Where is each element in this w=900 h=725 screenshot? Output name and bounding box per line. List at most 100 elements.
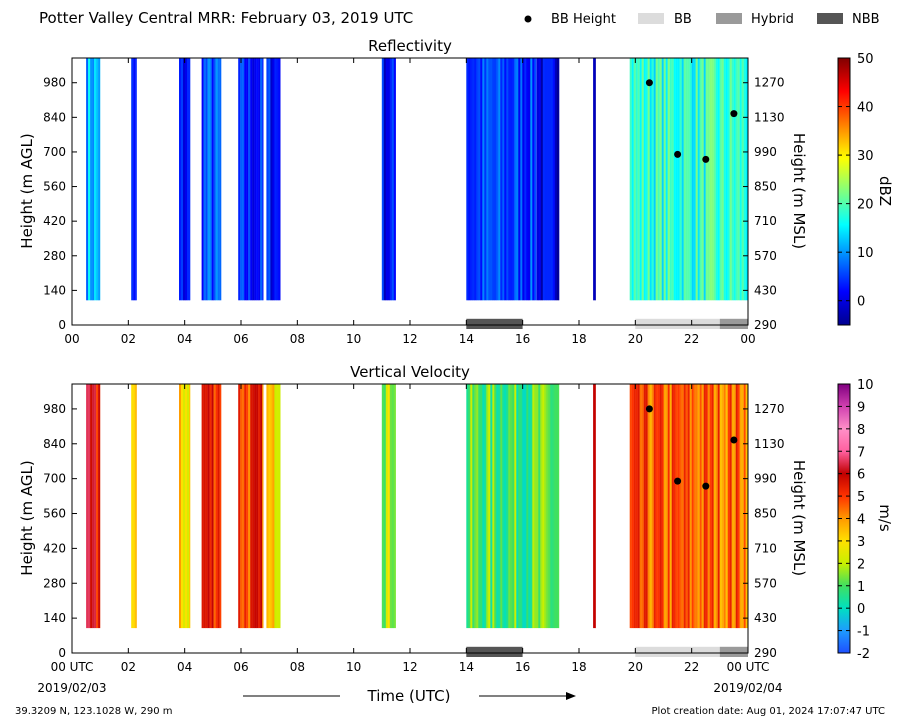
- reflectivity-column: [205, 58, 208, 301]
- reflectivity-column: [238, 58, 241, 301]
- velocity-x-tick-label: 00 UTC: [51, 660, 94, 674]
- reflectivity-column: [695, 58, 698, 301]
- reflectivity-column: [595, 58, 596, 301]
- reflectivity-bb-height-point: [674, 150, 682, 158]
- velocity-column: [550, 384, 553, 629]
- reflectivity-precip-segment: [86, 58, 101, 301]
- velocity-precip-segment: [238, 384, 264, 629]
- velocity-column: [185, 384, 188, 629]
- velocity-x-tick-label: 04: [177, 660, 192, 674]
- reflectivity-column: [240, 58, 243, 301]
- reflectivity-column: [645, 58, 648, 301]
- reflectivity-y-tick-label-msl: 850: [754, 180, 777, 194]
- reflectivity-y-tick-label-msl: 290: [754, 318, 777, 332]
- velocity-colorbar-tick-label: 9: [857, 400, 865, 415]
- velocity-column: [486, 384, 489, 629]
- velocity-column: [528, 384, 531, 629]
- velocity-y-tick-label-msl: 290: [754, 646, 777, 660]
- reflectivity-bb-height-point: [702, 155, 710, 163]
- reflectivity-column: [546, 58, 549, 301]
- legend-bb-swatch: [638, 13, 664, 24]
- reflectivity-column: [219, 58, 222, 301]
- reflectivity-column: [709, 58, 712, 301]
- reflectivity-column: [552, 58, 555, 301]
- velocity-rain-type-bar-hybrid: [719, 646, 748, 657]
- reflectivity-column: [735, 58, 738, 301]
- velocity-column: [391, 384, 394, 629]
- reflectivity-precip-segment: [593, 58, 596, 301]
- reflectivity-column: [246, 58, 249, 301]
- velocity-column: [681, 384, 684, 629]
- reflectivity-column: [486, 58, 489, 301]
- reflectivity-column: [532, 58, 535, 301]
- velocity-column: [468, 384, 471, 629]
- velocity-column: [276, 384, 279, 629]
- velocity-column: [727, 384, 730, 629]
- velocity-column: [482, 384, 485, 629]
- reflectivity-y-tick-label-agl: 700: [43, 145, 66, 159]
- reflectivity-column: [260, 58, 263, 301]
- velocity-column: [677, 384, 680, 629]
- reflectivity-column: [183, 58, 186, 301]
- reflectivity-column: [86, 58, 89, 301]
- reflectivity-x-tick-label: 20: [628, 332, 643, 346]
- reflectivity-precip-segment: [179, 58, 191, 301]
- velocity-column: [240, 384, 243, 629]
- velocity-colorbar-tick-label: 7: [857, 445, 865, 460]
- velocity-column: [133, 384, 136, 629]
- reflectivity-column: [179, 58, 182, 301]
- velocity-x-tick-label: 18: [571, 660, 586, 674]
- velocity-x-tick-label: 12: [402, 660, 417, 674]
- reflectivity-column: [530, 58, 533, 301]
- velocity-colorbar-tick-label: -1: [857, 625, 870, 640]
- reflectivity-column: [643, 58, 646, 301]
- reflectivity-y-tick-label-agl: 840: [43, 110, 66, 124]
- reflectivity-column: [96, 58, 99, 301]
- velocity-column: [92, 384, 95, 629]
- velocity-column: [544, 384, 547, 629]
- velocity-column: [86, 384, 89, 629]
- reflectivity-column: [538, 58, 541, 301]
- reflectivity-precip-segment: [466, 58, 537, 301]
- reflectivity-column: [391, 58, 394, 301]
- reflectivity-column: [250, 58, 253, 301]
- velocity-column: [514, 384, 517, 629]
- velocity-column: [645, 384, 648, 629]
- reflectivity-data-layer: [86, 58, 748, 329]
- velocity-column: [385, 384, 388, 629]
- reflectivity-column: [681, 58, 684, 301]
- reflectivity-column: [522, 58, 525, 301]
- velocity-column: [629, 384, 632, 629]
- reflectivity-column: [691, 58, 694, 301]
- reflectivity-column: [649, 58, 652, 301]
- velocity-column: [262, 384, 264, 629]
- reflectivity-column: [516, 58, 519, 301]
- reflectivity-column: [488, 58, 491, 301]
- velocity-column: [675, 384, 678, 629]
- reflectivity-ylabel-left: Height (m AGL): [18, 133, 36, 248]
- reflectivity-column: [385, 58, 388, 301]
- reflectivity-column: [673, 58, 676, 301]
- reflectivity-column: [187, 58, 190, 301]
- velocity-column: [538, 384, 541, 629]
- velocity-column: [88, 384, 91, 629]
- reflectivity-axes: 00 02 04 06 08 10 12 14 16 18 20 22 0001402804205607…: [43, 58, 785, 346]
- reflectivity-column: [496, 58, 499, 301]
- reflectivity-colorbar: [837, 57, 851, 326]
- velocity-column: [268, 384, 271, 629]
- reflectivity-column: [526, 58, 529, 301]
- velocity-column: [663, 384, 666, 629]
- reflectivity-column: [637, 58, 640, 301]
- location-text: 39.3209 N, 123.1028 W, 290 m: [15, 706, 173, 717]
- velocity-column: [595, 384, 596, 629]
- velocity-column: [691, 384, 694, 629]
- reflectivity-precip-segment: [629, 58, 748, 301]
- velocity-precip-segment: [86, 384, 101, 629]
- velocity-precip-segment: [266, 384, 281, 629]
- reflectivity-column: [492, 58, 495, 301]
- velocity-x-tick-label: 06: [233, 660, 248, 674]
- reflectivity-column: [687, 58, 690, 301]
- reflectivity-bb-height-point: [730, 110, 738, 118]
- reflectivity-column: [500, 58, 503, 301]
- velocity-column: [651, 384, 654, 629]
